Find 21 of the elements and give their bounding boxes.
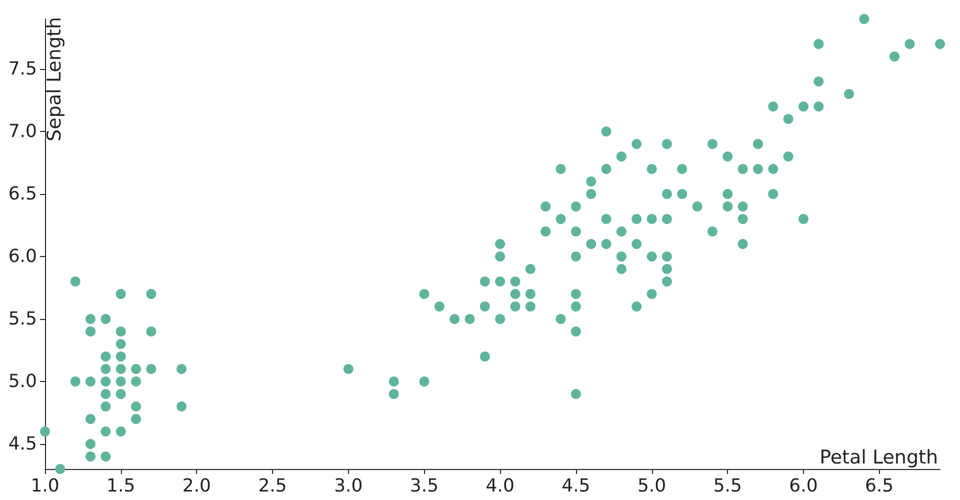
x-tick-label: 1.0 — [30, 476, 60, 496]
x-tick-label: 5.5 — [713, 476, 742, 496]
y-tick-label: 6.5 — [8, 184, 37, 204]
y-tick-label: 7.5 — [8, 58, 37, 80]
x-tick-label: 1.5 — [106, 476, 136, 496]
x-tick-label: 4.0 — [486, 476, 514, 496]
y-axis-title: Sepal Length — [44, 17, 66, 142]
x-tick-label: 2.0 — [182, 476, 212, 496]
x-tick-label: 3.5 — [410, 476, 439, 496]
x-tick-label: 5.0 — [637, 476, 666, 496]
x-tick-label: 6.5 — [865, 476, 894, 496]
y-tick-label: 6.0 — [8, 246, 37, 267]
y-tick-label: 7.0 — [8, 121, 37, 142]
x-tick-label: 6.0 — [789, 476, 818, 496]
y-tick-label: 5.5 — [8, 308, 37, 330]
x-tick-label: 2.5 — [258, 476, 287, 496]
x-axis-title: Petal Length — [820, 446, 938, 468]
x-tick-label: 4.5 — [562, 476, 590, 496]
y-tick-label: 5.0 — [8, 371, 37, 392]
y-tick-label: 4.5 — [8, 434, 37, 454]
x-tick-label: 3.0 — [334, 476, 363, 496]
